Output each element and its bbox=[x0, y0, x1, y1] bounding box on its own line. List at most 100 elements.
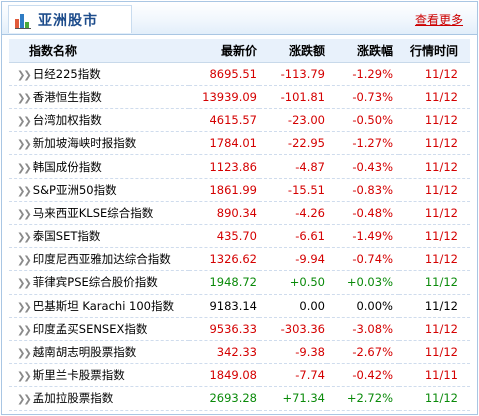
table-row: ❯❯ 台湾加权指数 4615.57 -23.00 -0.50% 11/12 bbox=[9, 108, 470, 133]
index-name-link[interactable]: 印度孟买SENSEX指数 bbox=[32, 321, 148, 336]
double-chevron-right-icon: ❯❯ bbox=[17, 69, 32, 81]
price-cell: 342.33 bbox=[189, 340, 259, 365]
percent-cell: -3.08% bbox=[327, 317, 399, 341]
change-cell: +0.50 bbox=[259, 270, 327, 295]
change-cell: -113.79 bbox=[259, 62, 327, 86]
price-cell: 890.34 bbox=[189, 201, 259, 226]
index-name-cell: ❯❯ 印度孟买SENSEX指数 bbox=[9, 317, 189, 341]
percent-cell: -1.27% bbox=[327, 131, 399, 156]
change-cell: 0.00 bbox=[259, 294, 327, 318]
index-name-link[interactable]: 日经225指数 bbox=[32, 66, 101, 81]
time-cell: 11/12 bbox=[399, 154, 470, 179]
time-cell: 11/12 bbox=[399, 317, 470, 341]
table-header-row: 指数名称 最新价 涨跌额 涨跌幅 行情时间 bbox=[9, 39, 470, 63]
time-cell: 11/12 bbox=[399, 85, 470, 110]
double-chevron-right-icon: ❯❯ bbox=[17, 324, 32, 336]
index-name-cell: ❯❯ 菲律宾PSE综合股价指数 bbox=[9, 270, 189, 295]
price-cell: 9536.33 bbox=[189, 317, 259, 341]
percent-cell: -0.83% bbox=[327, 178, 399, 202]
double-chevron-right-icon: ❯❯ bbox=[17, 92, 32, 104]
double-chevron-right-icon: ❯❯ bbox=[17, 278, 32, 290]
double-chevron-right-icon: ❯❯ bbox=[17, 232, 32, 244]
percent-cell: -1.49% bbox=[327, 224, 399, 249]
index-name-cell: ❯❯ 巴基斯坦 Karachi 100指数 bbox=[9, 294, 189, 318]
percent-cell: 0.00% bbox=[327, 294, 399, 318]
index-name-cell: ❯❯ 马来西亚KLSE综合指数 bbox=[9, 201, 189, 226]
table-row: ❯❯ 菲律宾PSE综合股价指数 1948.72 +0.50 +0.03% 11/12 bbox=[9, 270, 470, 295]
percent-cell: -0.74% bbox=[327, 247, 399, 272]
index-name-link[interactable]: 香港恒生指数 bbox=[32, 89, 102, 104]
table-row: ❯❯ 巴基斯坦 Karachi 100指数 9183.14 0.00 0.00% 11/1… bbox=[9, 294, 470, 318]
change-cell: -4.26 bbox=[259, 201, 327, 226]
column-header-time: 行情时间 bbox=[399, 39, 470, 63]
index-name-link[interactable]: 泰国SET指数 bbox=[32, 229, 101, 244]
percent-cell: -0.50% bbox=[327, 108, 399, 133]
index-name-link[interactable]: 马来西亚KLSE综合指数 bbox=[32, 205, 154, 220]
table-row: ❯❯ 印度尼西亚雅加达综合指数 1326.62 -9.94 -0.74% 11/12 bbox=[9, 247, 470, 272]
time-cell: 11/12 bbox=[399, 294, 470, 318]
time-cell: 11/12 bbox=[399, 178, 470, 202]
index-name-link[interactable]: S&P亚洲50指数 bbox=[32, 182, 117, 197]
index-name-cell: ❯❯ 台湾加权指数 bbox=[9, 108, 189, 133]
table-row: ❯❯ 孟加拉股票指数 2693.28 +71.34 +2.72% 11/12 bbox=[9, 386, 470, 411]
index-name-link[interactable]: 台湾加权指数 bbox=[32, 113, 102, 128]
change-cell: -303.36 bbox=[259, 317, 327, 341]
price-cell: 1861.99 bbox=[189, 178, 259, 202]
table-row: ❯❯ 韩国成份指数 1123.86 -4.87 -0.43% 11/12 bbox=[9, 154, 470, 179]
percent-cell: -2.67% bbox=[327, 340, 399, 365]
index-name-cell: ❯❯ 孟加拉股票指数 bbox=[9, 386, 189, 411]
percent-cell: -1.29% bbox=[327, 62, 399, 86]
index-name-link[interactable]: 新加坡海峡时报指数 bbox=[32, 136, 137, 151]
double-chevron-right-icon: ❯❯ bbox=[17, 255, 32, 267]
index-name-link[interactable]: 巴基斯坦 Karachi 100指数 bbox=[32, 298, 174, 313]
table-row: ❯❯ 越南胡志明股票指数 342.33 -9.38 -2.67% 11/12 bbox=[9, 340, 470, 365]
index-name-cell: ❯❯ 韩国成份指数 bbox=[9, 154, 189, 179]
index-name-cell: ❯❯ S&P亚洲50指数 bbox=[9, 178, 189, 202]
change-cell: -101.81 bbox=[259, 85, 327, 110]
double-chevron-right-icon: ❯❯ bbox=[17, 301, 32, 313]
index-name-link[interactable]: 孟加拉股票指数 bbox=[32, 391, 114, 406]
index-name-cell: ❯❯ 日经225指数 bbox=[9, 62, 189, 86]
double-chevron-right-icon: ❯❯ bbox=[17, 348, 32, 360]
view-more-link[interactable]: 查看更多 bbox=[414, 13, 463, 27]
index-name-cell: ❯❯ 新加坡海峡时报指数 bbox=[9, 131, 189, 156]
time-cell: 11/12 bbox=[399, 108, 470, 133]
price-cell: 2693.28 bbox=[189, 386, 259, 411]
time-cell: 11/12 bbox=[399, 131, 470, 156]
index-name-link[interactable]: 韩国成份指数 bbox=[32, 159, 102, 174]
double-chevron-right-icon: ❯❯ bbox=[17, 162, 32, 174]
price-cell: 1948.72 bbox=[189, 270, 259, 295]
time-cell: 11/12 bbox=[399, 247, 470, 272]
index-name-cell: ❯❯ 香港恒生指数 bbox=[9, 85, 189, 110]
percent-cell: -0.48% bbox=[327, 201, 399, 226]
price-cell: 435.70 bbox=[189, 224, 259, 249]
change-cell: -9.94 bbox=[259, 247, 327, 272]
title-tab: 亚洲股市 bbox=[8, 5, 132, 33]
change-cell: -15.51 bbox=[259, 178, 327, 202]
time-cell: 11/12 bbox=[399, 386, 470, 411]
bar-chart-icon bbox=[15, 12, 33, 29]
change-cell: -9.38 bbox=[259, 340, 327, 365]
double-chevron-right-icon: ❯❯ bbox=[17, 394, 32, 406]
index-name-link[interactable]: 斯里兰卡股票指数 bbox=[32, 368, 125, 383]
table-row: ❯❯ 马来西亚KLSE综合指数 890.34 -4.26 -0.48% 11/12 bbox=[9, 201, 470, 226]
index-table: 指数名称 最新价 涨跌额 涨跌幅 行情时间 ❯❯ 日经225指数 8695.51 -1… bbox=[9, 39, 470, 411]
change-cell: -23.00 bbox=[259, 108, 327, 133]
change-cell: +71.34 bbox=[259, 386, 327, 411]
index-name-cell: ❯❯ 越南胡志明股票指数 bbox=[9, 340, 189, 365]
time-cell: 11/11 bbox=[399, 363, 470, 388]
index-name-cell: ❯❯ 印度尼西亚雅加达综合指数 bbox=[9, 247, 189, 272]
double-chevron-right-icon: ❯❯ bbox=[17, 185, 32, 197]
price-cell: 1784.01 bbox=[189, 131, 259, 156]
change-cell: -6.61 bbox=[259, 224, 327, 249]
table-row: ❯❯ 新加坡海峡时报指数 1784.01 -22.95 -1.27% 11/12 bbox=[9, 131, 470, 156]
percent-cell: -0.73% bbox=[327, 85, 399, 110]
percent-cell: -0.42% bbox=[327, 363, 399, 388]
index-name-link[interactable]: 菲律宾PSE综合股价指数 bbox=[32, 275, 158, 290]
index-name-link[interactable]: 印度尼西亚雅加达综合指数 bbox=[32, 252, 171, 267]
index-name-link[interactable]: 越南胡志明股票指数 bbox=[32, 345, 137, 360]
table-row: ❯❯ 斯里兰卡股票指数 1849.08 -7.74 -0.42% 11/11 bbox=[9, 363, 470, 388]
column-header-change: 涨跌额 bbox=[259, 39, 327, 63]
table-row: ❯❯ 香港恒生指数 13939.09 -101.81 -0.73% 11/12 bbox=[9, 85, 470, 110]
